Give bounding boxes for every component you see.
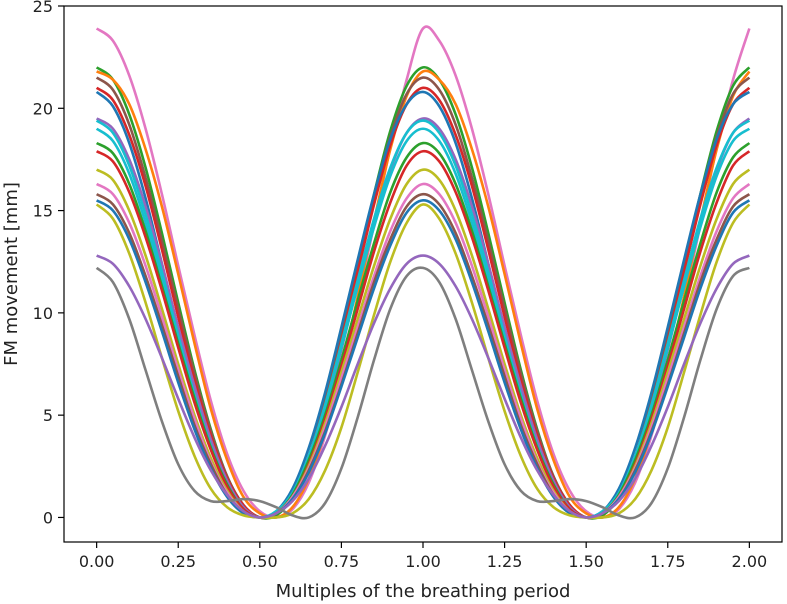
y-tick-label: 0 [43, 508, 53, 527]
series-line-16 [95, 203, 751, 520]
y-axis-label: FM movement [mm] [1, 182, 22, 366]
x-tick-label: 1.00 [405, 552, 441, 571]
x-tick-label: 1.75 [650, 552, 686, 571]
series-layer [95, 25, 751, 520]
x-tick-label: 2.00 [732, 552, 768, 571]
y-tick-label: 20 [33, 99, 53, 118]
y-tick-label: 10 [33, 304, 53, 323]
series-line-17 [96, 254, 750, 519]
series-line-2 [95, 65, 751, 520]
x-axis-label: Multiples of the breathing period [276, 581, 571, 602]
y-tick-label: 5 [43, 406, 53, 425]
x-tick-label: 1.25 [487, 552, 523, 571]
series-line-3 [96, 69, 751, 520]
x-axis: 0.00 0.25 0.50 0.75 1.00 1.25 1.50 1.75 2.00 [79, 542, 767, 571]
x-tick-label: 0.00 [79, 552, 115, 571]
x-tick-label: 0.50 [242, 552, 278, 571]
x-tick-label: 0.25 [160, 552, 196, 571]
y-tick-label: 25 [33, 0, 53, 16]
series-line-15 [95, 199, 751, 519]
y-axis: 0 5 10 15 20 25 [33, 0, 64, 527]
y-tick-label: 15 [33, 202, 53, 221]
x-tick-label: 1.50 [568, 552, 604, 571]
x-tick-label: 0.75 [324, 552, 360, 571]
series-line-18 [95, 266, 750, 520]
